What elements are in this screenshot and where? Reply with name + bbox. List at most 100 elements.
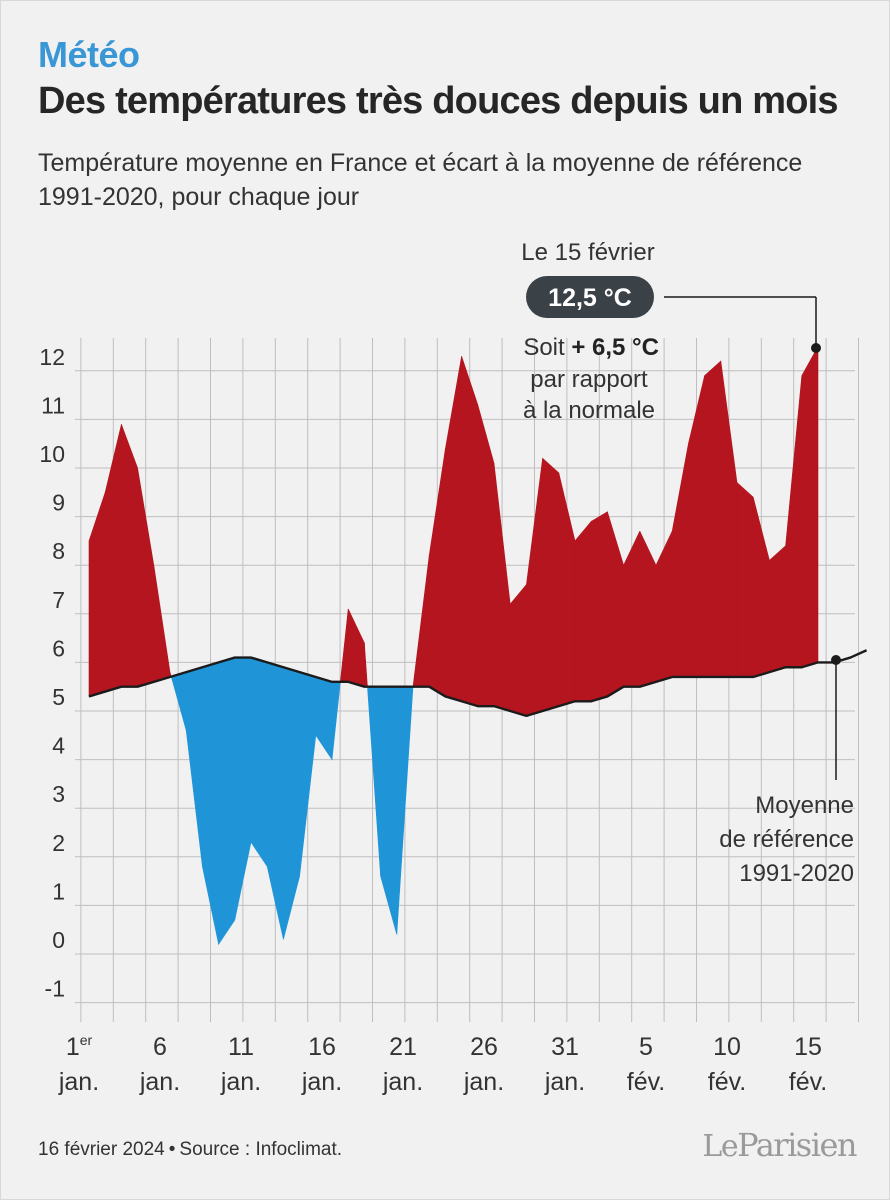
- x-tick: 26 jan.: [463, 1033, 504, 1096]
- cold-deviation-area: [331, 681, 341, 760]
- warm-deviation-area: [88, 492, 106, 697]
- y-tick-label: 4: [52, 733, 65, 759]
- x-axis-ticks: 1er jan. 6 jan. 11 jan. 16 jan. 21 jan. 26 jan. 31 ja…: [58, 1032, 827, 1096]
- warm-deviation-area: [104, 424, 122, 692]
- x-tick-label-month: fév.: [708, 1068, 746, 1096]
- y-tick-label: -1: [45, 976, 65, 1002]
- warm-deviation-area: [509, 583, 527, 717]
- warm-deviation-area: [590, 511, 608, 702]
- y-tick-label: 3: [52, 781, 65, 807]
- reference-label-line1: Moyenne: [755, 792, 854, 819]
- warm-deviation-area: [347, 608, 365, 688]
- warm-deviation-area: [671, 443, 689, 678]
- cold-deviation-area: [315, 676, 333, 761]
- annotation-value-badge: [526, 276, 654, 318]
- cold-deviation-area: [185, 666, 203, 867]
- warm-deviation-area: [607, 511, 624, 697]
- chart-subtitle: Température moyenne en France et écart à…: [38, 149, 803, 211]
- warm-deviation-area: [574, 520, 592, 702]
- annotation-delta-line1: Soit + 6,5 °C: [523, 334, 659, 361]
- x-tick-label-day: 10: [713, 1033, 741, 1061]
- page-title: Des températures très douces depuis un m…: [38, 80, 839, 122]
- y-tick-label: 1: [52, 878, 65, 904]
- y-tick-label: 10: [39, 441, 65, 467]
- warm-deviation-area: [558, 472, 576, 707]
- y-tick-label: 5: [52, 684, 65, 710]
- x-tick: 16 jan.: [301, 1033, 342, 1096]
- warm-deviation-area: [769, 545, 786, 673]
- cold-deviation-area: [234, 657, 252, 921]
- y-tick-label: 6: [52, 635, 65, 661]
- annotation-group: Le 15 février 12,5 °C Soit + 6,5 °C par …: [521, 239, 821, 424]
- warm-deviation-area: [736, 481, 754, 678]
- x-tick: 1er jan.: [58, 1032, 99, 1096]
- warm-deviation-area: [121, 424, 138, 688]
- warm-deviation-area: [364, 642, 368, 688]
- y-tick-label: 8: [52, 538, 65, 564]
- x-tick-label-month: jan.: [382, 1068, 423, 1096]
- warm-deviation-area: [340, 608, 349, 683]
- x-tick-label-month: jan.: [301, 1068, 342, 1096]
- reference-label-line2: de référence: [719, 826, 854, 853]
- cold-deviation-area: [202, 661, 219, 945]
- warm-deviation-area: [688, 375, 705, 678]
- y-tick-label: 11: [41, 392, 65, 418]
- y-tick-label: 2: [52, 830, 65, 856]
- warm-deviation-area: [655, 531, 673, 683]
- x-tick-label-day: 11: [228, 1033, 254, 1061]
- reference-line: [88, 649, 868, 718]
- x-tick-label-month: jan.: [139, 1068, 180, 1096]
- annotation-delta-line2: par rapport: [530, 366, 648, 393]
- y-tick-label: 9: [52, 490, 65, 516]
- x-tick: 10 fév.: [708, 1033, 746, 1096]
- warm-deviation-area: [153, 565, 171, 683]
- cold-deviation-area: [250, 657, 268, 868]
- annotation-date: Le 15 février: [521, 239, 654, 266]
- x-tick-label-day: 26: [470, 1033, 498, 1061]
- reference-line-group: [88, 649, 868, 718]
- warm-deviation-area: [461, 356, 479, 707]
- x-tick-label-day: 5: [639, 1033, 653, 1061]
- cold-deviation-area: [218, 657, 236, 946]
- x-tick-label-month: jan.: [544, 1068, 585, 1096]
- x-tick: 6 jan.: [139, 1033, 180, 1096]
- cold-deviation-area: [170, 671, 187, 731]
- annotation-point: [811, 343, 821, 353]
- warm-deviation-area: [623, 531, 641, 688]
- x-tick-label-month: jan.: [463, 1068, 504, 1096]
- cold-deviation-area: [283, 666, 300, 940]
- brand-logo: LeParisien: [702, 1126, 857, 1164]
- annotation-delta-line3: à la normale: [523, 397, 655, 424]
- x-tick-label-day: 15: [794, 1033, 822, 1061]
- cold-deviation-area: [367, 686, 381, 877]
- kicker: Météo: [38, 34, 140, 75]
- x-tick: 15 fév.: [789, 1033, 827, 1096]
- deviation-areas: [88, 345, 819, 946]
- x-tick: 31 jan.: [544, 1033, 585, 1096]
- annotation-delta-value: + 6,5 °C: [571, 334, 659, 361]
- x-tick-label-month: fév.: [789, 1068, 827, 1096]
- annotation-value: 12,5 °C: [548, 284, 632, 312]
- x-tick-label-day: 16: [308, 1033, 336, 1061]
- x-tick-label-day: 1er: [66, 1032, 93, 1061]
- x-tick: 11 jan.: [220, 1033, 261, 1096]
- warm-deviation-area: [542, 457, 560, 712]
- x-tick: 5 fév.: [627, 1033, 665, 1096]
- x-tick-label-month: fév.: [627, 1068, 665, 1096]
- x-tick-label-day: 6: [153, 1033, 167, 1061]
- y-tick-label: 7: [52, 587, 65, 613]
- y-tick-label: 12: [39, 344, 65, 370]
- cold-deviation-area: [266, 661, 284, 940]
- warm-deviation-area: [639, 531, 657, 688]
- warm-deviation-area: [445, 356, 462, 702]
- x-tick-label-month: jan.: [58, 1068, 99, 1096]
- x-tick-label-day: 21: [389, 1033, 417, 1061]
- warm-deviation-area: [477, 404, 495, 707]
- x-tick-label-month: jan.: [220, 1068, 261, 1096]
- y-tick-label: 0: [52, 927, 65, 953]
- reference-annotation: Moyenne de référence 1991-2020: [719, 655, 854, 887]
- cold-deviation-area: [380, 686, 398, 935]
- reference-label-line3: 1991-2020: [739, 860, 854, 887]
